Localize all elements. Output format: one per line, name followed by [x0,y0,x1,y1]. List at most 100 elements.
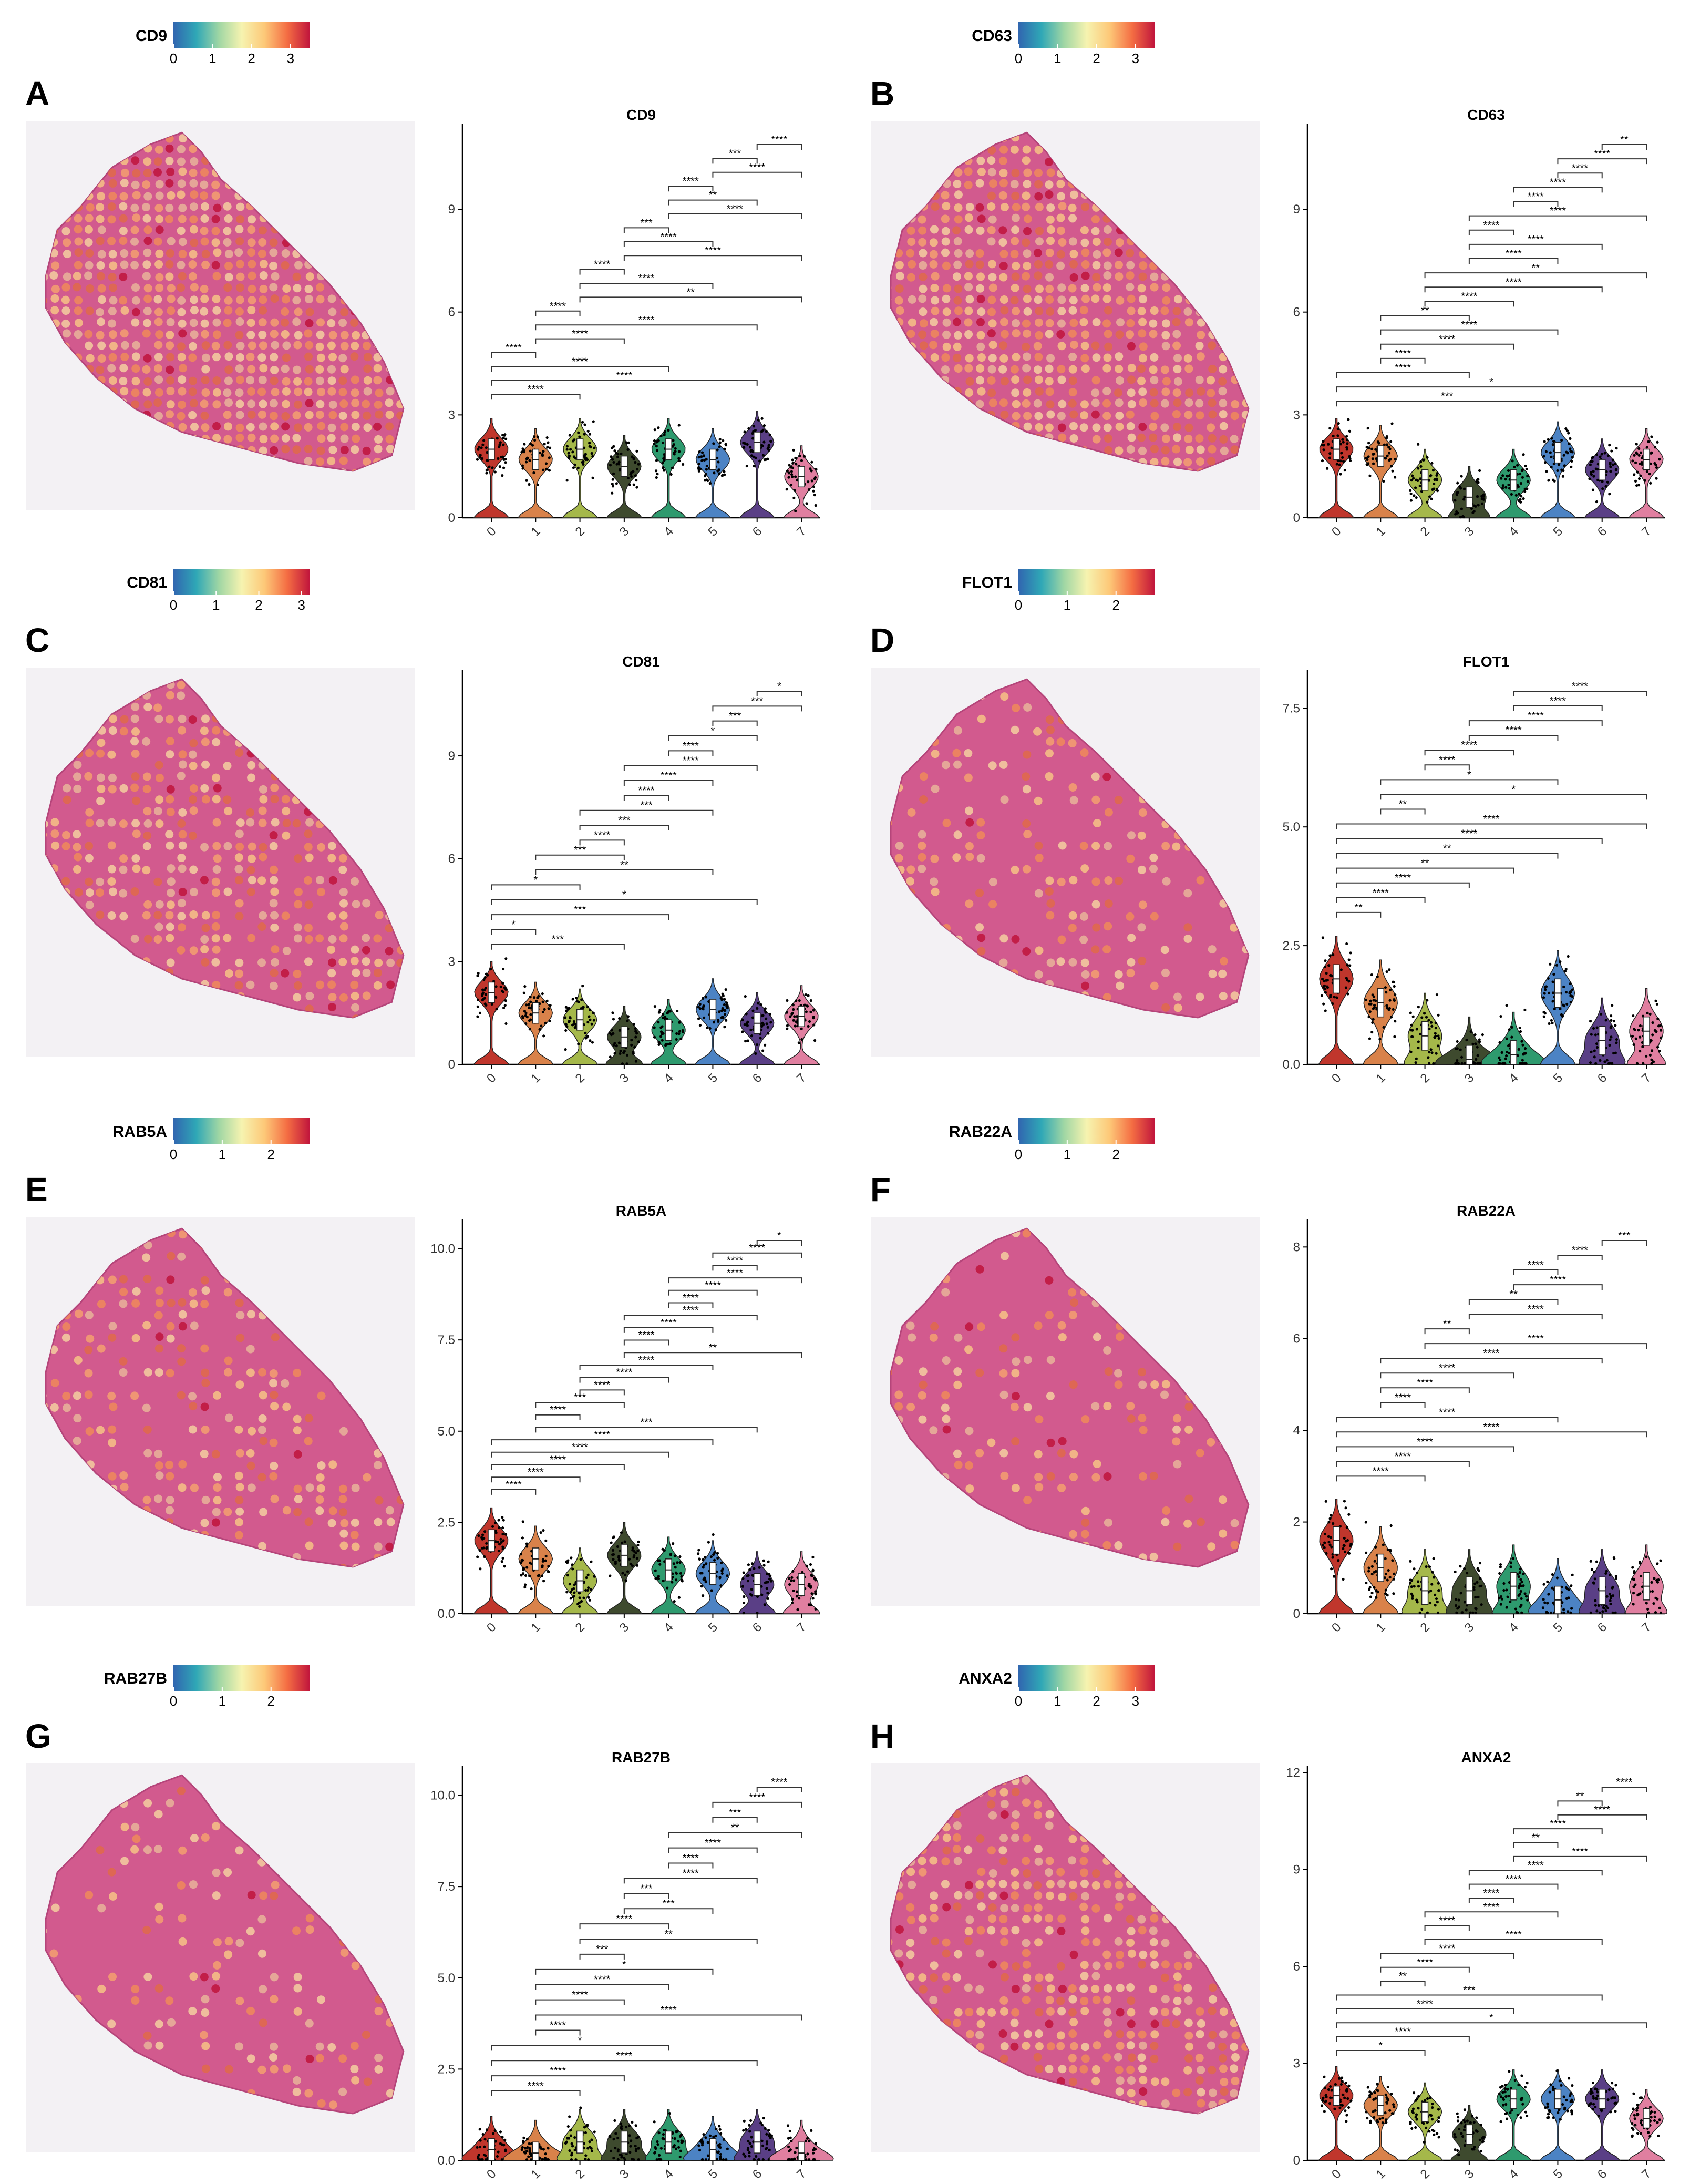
data-point [759,1037,762,1040]
data-point [1612,1020,1616,1023]
data-point [1499,1058,1502,1061]
expression-spot [73,772,81,781]
data-point [1336,434,1339,437]
data-point [765,1022,768,1026]
expression-spot [259,435,268,444]
y-tick-label: 6 [448,852,455,866]
data-point [1417,467,1420,470]
expression-spot [895,284,904,293]
data-point [1559,960,1562,963]
expression-spot [270,318,279,327]
data-point [1320,994,1324,997]
expression-spot [1022,342,1031,351]
expression-spot [235,842,244,851]
data-point [1565,429,1569,433]
data-point [1480,495,1483,498]
expression-spot [190,190,199,199]
data-point [478,456,481,459]
data-point [766,1026,769,1029]
x-tick-label: 4 [661,524,676,539]
significance-label: * [777,681,781,692]
significance-label: **** [683,176,699,187]
expression-spot [189,342,198,351]
data-point [724,1009,727,1012]
data-point [529,996,532,999]
expression-spot [988,341,997,350]
expression-spot [1080,225,1089,234]
colorbar-gene-label: CD63 [972,27,1012,45]
data-point [1562,469,1565,473]
expression-spot [154,375,163,384]
expression-spot [107,750,116,759]
expression-spot [1103,353,1112,362]
expression-spot [1138,272,1147,281]
expression-spot [1196,352,1205,361]
expression-spot [952,853,961,862]
expression-spot [165,715,174,724]
expression-spot [316,446,325,455]
data-point [1557,463,1561,466]
expression-spot [1184,411,1193,419]
expression-spot [74,248,83,257]
expression-spot [1115,398,1124,407]
data-point [502,466,506,469]
expression-spot [166,737,174,746]
expression-spot [166,958,175,967]
data-point [521,447,524,450]
expression-spot [132,341,141,350]
data-point [1647,440,1650,443]
expression-spot [1035,237,1044,246]
data-point [723,1026,726,1029]
expression-spot [327,294,336,303]
expression-spot [142,784,151,793]
data-point [1569,1000,1572,1004]
expression-spot [987,202,996,211]
expression-spot [201,795,210,804]
data-point [1477,504,1480,507]
data-point [718,472,721,475]
expression-spot [1231,400,1240,409]
expression-spot [999,169,1008,178]
expression-spot [362,399,370,408]
data-point [744,995,747,998]
expression-spot [97,784,106,793]
data-point [1411,1035,1414,1038]
data-point [1655,1002,1658,1006]
expression-spot [96,796,105,805]
expression-spot [1219,422,1228,430]
data-point [1435,474,1438,477]
data-point [529,449,532,453]
expression-spot [1056,737,1065,746]
data-point [1610,1014,1613,1018]
expression-spot [212,353,221,362]
data-point [632,1022,635,1026]
data-point [663,433,666,436]
expression-spot [375,910,384,919]
data-point [503,986,506,989]
expression-spot [304,445,313,454]
expression-spot [931,272,940,281]
data-point [630,471,633,475]
data-point [1518,1026,1521,1030]
expression-spot [63,238,71,247]
data-point [590,1022,593,1026]
expression-spot [1208,410,1217,419]
expression-spot [200,168,209,177]
expression-spot [282,341,291,350]
data-point [1389,458,1392,461]
y-tick-label: 2.5 [1283,939,1300,953]
expression-spot [292,411,301,420]
data-point [528,1028,531,1031]
data-point [1409,1029,1413,1032]
data-point [541,1000,544,1003]
expression-spot [201,737,210,746]
expression-spot [315,342,324,351]
expression-spot [1137,865,1146,874]
expression-spot [942,202,951,211]
expression-spot [96,331,105,340]
expression-spot [142,365,151,374]
expression-spot [246,376,255,385]
data-point [481,998,484,1002]
data-point [681,463,685,466]
data-point [568,1020,571,1024]
